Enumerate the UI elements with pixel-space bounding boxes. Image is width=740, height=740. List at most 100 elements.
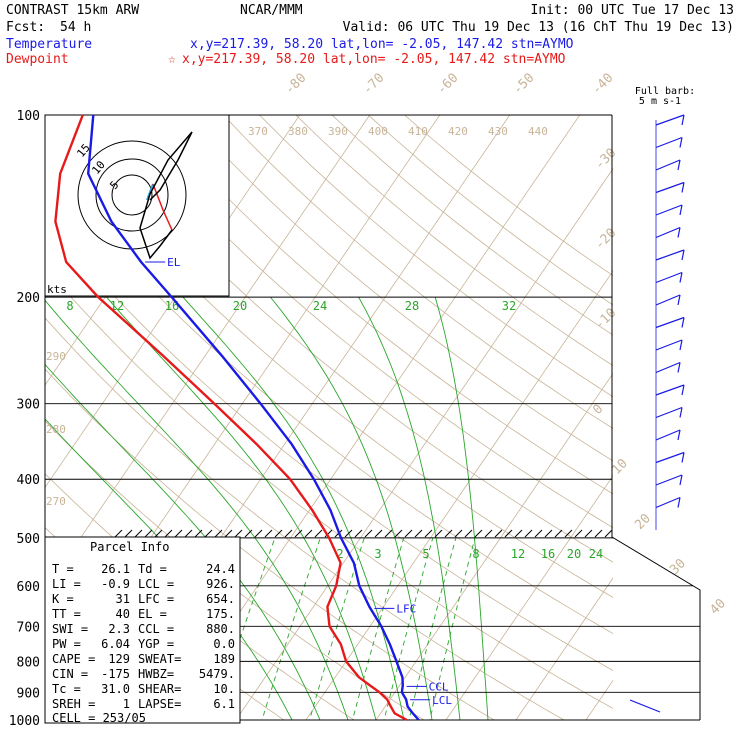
dry-adiabat	[295, 115, 613, 367]
theta-label: 390	[328, 125, 348, 138]
wind-barb	[655, 316, 685, 329]
dry-adiabat	[259, 115, 613, 398]
parcel-info-box	[44, 536, 241, 724]
parcel-info-cell: YGP =	[138, 637, 174, 651]
dry-adiabat	[331, 115, 613, 336]
header-title: CONTRAST 15km ARW	[6, 3, 139, 18]
hatch-mark	[114, 529, 123, 538]
barb-legend-subtitle: 5 m s-1	[639, 96, 681, 107]
hatch-mark	[294, 529, 303, 538]
header-fcst-value: 54 h	[60, 20, 91, 35]
isotherm-label: -60	[434, 71, 461, 98]
wind-barb-flag	[679, 407, 683, 418]
parcel-info-cell: 40	[116, 607, 130, 621]
isotherm-label: -50	[510, 71, 537, 98]
wind-barb-flag	[681, 114, 685, 126]
hatch-mark	[484, 529, 493, 538]
hatch-mark	[204, 529, 213, 538]
parcel-info-cell: 189	[213, 652, 235, 666]
parcel-info-cell: 31.0	[101, 682, 130, 696]
parcel-info-cell: 24.4	[206, 562, 235, 576]
parcel-info-cell: 654.	[206, 592, 235, 606]
parcel-info-cell: SWI =	[52, 622, 88, 636]
mixing-ratio-labels: 2 3 5 8 12 16 20 24	[336, 547, 603, 561]
moist-adiabat	[358, 296, 461, 720]
hatch-mark	[174, 529, 183, 538]
wind-barb	[655, 474, 683, 486]
dry-adiabat	[45, 167, 613, 634]
dry-adiabat	[186, 115, 613, 462]
theta-label: 420	[448, 125, 468, 138]
theta-label: 370	[248, 125, 268, 138]
dewpoint-profile	[54, 114, 408, 722]
theta-label: 400	[368, 125, 388, 138]
isotherm	[445, 475, 613, 720]
hatch-mark	[304, 529, 313, 538]
hatch-mark	[124, 529, 133, 538]
header-center: NCAR/MMM	[240, 3, 303, 18]
theta-left-label: 290	[46, 350, 66, 363]
hatch-mark	[464, 529, 473, 538]
mixing-ratio-label: 12	[511, 547, 525, 561]
wind-barb-flag	[681, 317, 685, 328]
parcel-info-cell: 6.1	[213, 697, 235, 711]
wind-barb-flag	[677, 294, 681, 306]
wind-barb	[655, 136, 683, 149]
parcel-info-cell: LAPSE=	[138, 697, 181, 711]
isotherm	[0, 102, 29, 733]
level-marker-label: LCL	[432, 694, 452, 707]
temperature-profile	[86, 114, 420, 721]
moist-adiabat	[434, 296, 489, 720]
parcel-info: Parcel Info T = 26.1 Td = 24.4 LI = -0.9 LCL =…	[52, 540, 235, 725]
level-marker-label: EL	[167, 256, 181, 269]
wind-barb-flag	[681, 249, 685, 261]
parcel-info-cell: Tc =	[52, 682, 81, 696]
parcel-info-cell: LFC =	[138, 592, 174, 606]
hatch-mark	[494, 529, 503, 538]
moist-adiabat	[270, 296, 433, 720]
moist-adiabat-label: 20	[233, 299, 247, 313]
parcel-info-cell: EL =	[138, 607, 167, 621]
isotherm	[585, 679, 613, 720]
parcel-info-cell: 10.	[213, 682, 235, 696]
isotherm-label: -80	[282, 71, 309, 98]
theta-label: 440	[528, 125, 548, 138]
mixing-ratio-label: 3	[374, 547, 381, 561]
isotherm-label: -70	[360, 71, 387, 98]
theta-left-label: 270	[46, 495, 66, 508]
mixing-ratio-line	[383, 537, 434, 720]
wind-barb	[655, 361, 681, 374]
hatch-mark	[274, 529, 283, 538]
dry-adiabat	[114, 115, 613, 529]
hatch-mark	[264, 529, 273, 538]
parcel-info-cell: TT =	[52, 607, 81, 621]
dry-adiabat	[45, 266, 613, 709]
hatch-mark	[594, 529, 603, 538]
moist-adiabat-label: 32	[502, 299, 516, 313]
hatch-mark	[234, 529, 243, 538]
parcel-info-cell: 1	[123, 697, 130, 711]
pressure-tick-label: 1000	[9, 714, 40, 729]
theta-label: 410	[408, 125, 428, 138]
hatch-mark	[244, 529, 253, 538]
hodograph-ring	[95, 158, 169, 232]
hatch-mark	[154, 529, 163, 538]
hatch-mark	[144, 529, 153, 538]
theta-left-label: 280	[46, 423, 66, 436]
isotherm-label: -30	[592, 146, 619, 173]
pressure-tick-label: 900	[17, 686, 40, 701]
hatch-mark	[444, 529, 453, 538]
hatch-mark	[314, 529, 323, 538]
wind-barb-flag	[677, 429, 681, 441]
hatch-mark	[434, 529, 443, 538]
isotherm-label: -10	[592, 306, 619, 333]
wind-barb	[655, 181, 685, 194]
parcel-info-cell: -175	[101, 667, 130, 681]
hatch-mark	[184, 529, 193, 538]
hatch-mark	[534, 529, 543, 538]
wind-barb-flag	[677, 227, 681, 238]
parcel-info-cell: 175.	[206, 607, 235, 621]
mixing-ratio-label: 2	[336, 547, 343, 561]
wind-barb	[655, 451, 685, 464]
